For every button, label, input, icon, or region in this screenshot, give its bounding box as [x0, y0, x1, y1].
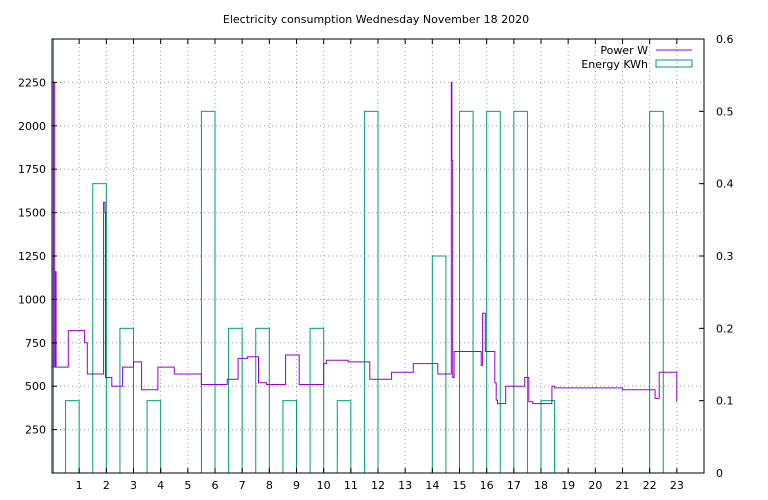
x-tick-label: 22 — [643, 479, 657, 492]
x-tick-label: 12 — [371, 479, 385, 492]
legend: Power W Energy KWh — [581, 44, 693, 71]
x-tick-label: 9 — [293, 479, 300, 492]
energy-bar — [431, 255, 447, 474]
x-tick-label: 6 — [212, 479, 219, 492]
x-tick-label: 3 — [130, 479, 137, 492]
energy-bar — [649, 110, 664, 474]
x-tick-label: 1 — [76, 479, 83, 492]
y2-axis: 0 0.1 0.2 0.3 0.4 0.5 0.6 — [699, 33, 734, 480]
y2-tick-label: 0.3 — [716, 250, 734, 263]
y-tick-label: 500 — [25, 380, 46, 393]
y-axis: 250 500 750 1000 1250 1500 1750 2000 2250 — [18, 76, 57, 437]
energy-bar — [119, 327, 134, 474]
energy-bar — [228, 327, 243, 474]
y-tick-label: 2250 — [18, 76, 46, 89]
x-tick-label: 18 — [534, 479, 548, 492]
x-tick-label: 20 — [588, 479, 602, 492]
energy-bar — [540, 400, 556, 474]
y2-tick-label: 0.4 — [716, 178, 734, 191]
energy-bar — [486, 110, 501, 474]
y2-tick-label: 0 — [716, 467, 723, 480]
y-tick-label: 1750 — [18, 163, 46, 176]
energy-bar — [459, 110, 474, 474]
x-tick-label: 19 — [561, 479, 575, 492]
y-tick-label: 1000 — [18, 293, 46, 306]
x-tick-label: 14 — [425, 479, 439, 492]
x-tick-label: 2 — [103, 479, 110, 492]
x-tick-label: 5 — [184, 479, 191, 492]
power-series — [52, 81, 678, 405]
x-tick-label: 11 — [344, 479, 358, 492]
y-tick-label: 1250 — [18, 250, 46, 263]
y2-tick-label: 0.1 — [716, 395, 734, 408]
energy-bar — [513, 110, 528, 474]
x-tick-label: 10 — [317, 479, 331, 492]
legend-energy-label: Energy KWh — [581, 58, 648, 71]
energy-bar — [200, 110, 216, 474]
x-axis: 1 2 3 4 5 6 7 8 9 10 11 12 13 14 15 16 17 18 19 20 21 22 23 — [76, 39, 684, 492]
energy-bar — [255, 327, 270, 474]
legend-power-label: Power W — [600, 44, 648, 57]
x-tick-label: 15 — [453, 479, 467, 492]
x-tick-label: 8 — [266, 479, 273, 492]
y-tick-label: 250 — [25, 424, 46, 437]
energy-bar — [363, 110, 379, 474]
chart-title: Electricity consumption Wednesday Novemb… — [223, 13, 529, 26]
x-tick-label: 7 — [239, 479, 246, 492]
energy-bar — [309, 327, 325, 474]
energy-series — [51, 38, 664, 474]
energy-bar — [65, 400, 80, 474]
x-tick-label: 13 — [398, 479, 412, 492]
energy-bar — [282, 400, 297, 474]
legend-energy-swatch — [655, 59, 693, 68]
x-tick-label: 17 — [507, 479, 521, 492]
y-tick-label: 750 — [25, 337, 46, 350]
x-tick-label: 4 — [157, 479, 164, 492]
y-tick-label: 2000 — [18, 120, 46, 133]
energy-bar — [146, 400, 162, 474]
y2-tick-label: 0.5 — [716, 105, 734, 118]
y-tick-label: 1500 — [18, 207, 46, 220]
y2-tick-label: 0.6 — [716, 33, 734, 46]
x-tick-label: 21 — [616, 479, 630, 492]
x-tick-label: 16 — [480, 479, 494, 492]
x-tick-label: 23 — [670, 479, 684, 492]
y2-tick-label: 0.2 — [716, 322, 734, 335]
power-line-path — [52, 81, 678, 405]
energy-bar — [336, 400, 352, 474]
